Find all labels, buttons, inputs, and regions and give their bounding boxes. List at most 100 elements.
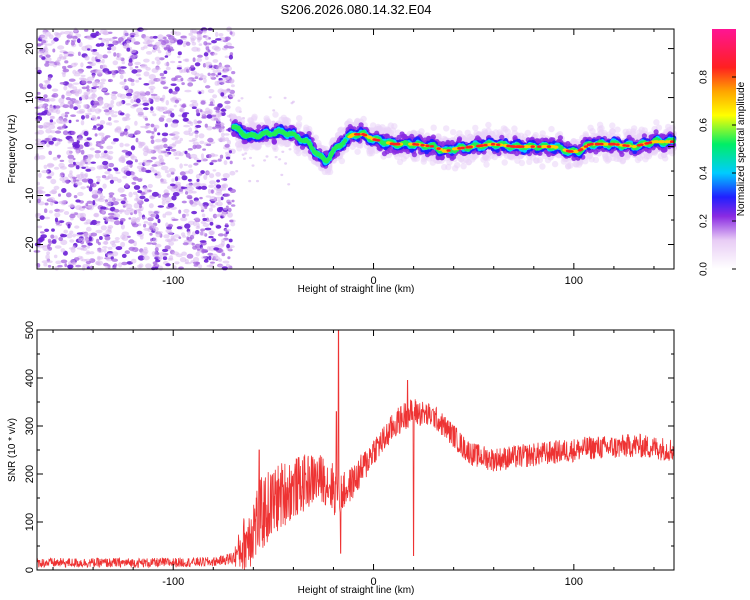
noise-point xyxy=(111,72,116,76)
noise-point xyxy=(154,138,162,143)
noise-point xyxy=(223,160,228,166)
noise-point xyxy=(190,64,195,69)
noise-point xyxy=(163,70,168,74)
noise-point xyxy=(89,107,96,113)
noise-point xyxy=(185,41,191,46)
noise-point xyxy=(210,159,218,163)
noise-point xyxy=(71,130,75,136)
noise-point xyxy=(179,171,186,176)
noise-point xyxy=(178,191,184,194)
noise-point xyxy=(189,103,195,107)
noise-point xyxy=(196,57,202,63)
noise-point xyxy=(86,185,90,189)
noise-point xyxy=(183,130,191,136)
noise-point xyxy=(97,242,101,246)
noise-point xyxy=(159,72,165,77)
noise-point xyxy=(76,38,81,44)
noise-point xyxy=(220,241,225,246)
noise-point xyxy=(63,229,68,234)
noise-point xyxy=(128,239,135,244)
noise-point xyxy=(51,39,55,45)
noise-point xyxy=(43,262,48,267)
noise-point xyxy=(209,196,217,202)
noise-point xyxy=(85,202,89,207)
noise-point xyxy=(40,231,45,234)
noise-point xyxy=(140,63,148,67)
ridge-point xyxy=(539,163,546,170)
noise-point xyxy=(216,179,221,183)
noise-point xyxy=(96,248,104,253)
noise-point xyxy=(69,170,73,175)
noise-point xyxy=(188,32,193,36)
noise-point xyxy=(95,59,101,62)
noise-point xyxy=(48,60,55,67)
noise-point xyxy=(107,246,113,250)
noise-point xyxy=(132,54,139,58)
noise-point xyxy=(223,207,228,211)
noise-point xyxy=(110,93,116,96)
noise-point xyxy=(196,159,202,163)
noise-point xyxy=(138,144,143,149)
noise-point xyxy=(158,265,163,271)
ridge-point xyxy=(381,151,388,157)
noise-point xyxy=(134,159,138,163)
noise-point xyxy=(203,259,209,263)
noise-point xyxy=(171,91,178,95)
ridge-point xyxy=(358,122,364,128)
noise-point xyxy=(136,165,143,170)
noise-point xyxy=(47,124,56,130)
noise-point xyxy=(120,241,126,248)
noise-point xyxy=(226,243,231,249)
noise-point xyxy=(181,82,185,86)
noise-point xyxy=(181,251,188,256)
noise-point xyxy=(212,94,218,99)
noise-point xyxy=(209,263,214,268)
noise-point xyxy=(40,42,44,46)
noise-point xyxy=(63,85,68,91)
noise-point xyxy=(174,176,179,182)
noise-point xyxy=(86,226,92,232)
noise-point xyxy=(217,64,223,70)
noise-point xyxy=(205,46,210,51)
noise-point xyxy=(80,186,86,190)
noise-point xyxy=(87,48,91,51)
noise-point xyxy=(167,231,174,235)
noise-point xyxy=(187,82,194,87)
noise-point xyxy=(221,178,227,181)
noise-point xyxy=(211,40,217,44)
noise-point xyxy=(176,67,182,70)
noise-point xyxy=(219,154,224,159)
noise-point xyxy=(58,97,65,104)
noise-point xyxy=(151,164,158,167)
noise-point xyxy=(90,93,97,99)
noise-point xyxy=(171,195,177,201)
noise-point xyxy=(186,236,190,241)
noise-point xyxy=(187,190,193,194)
noise-point xyxy=(76,213,84,219)
noise-point xyxy=(75,119,79,122)
noise-point xyxy=(215,172,221,177)
noise-point xyxy=(143,71,150,77)
noise-point xyxy=(195,230,200,235)
noise-point xyxy=(72,233,76,238)
noise-point xyxy=(140,191,146,195)
ridge-point xyxy=(452,165,459,172)
noise-point xyxy=(206,125,213,131)
ridge-point xyxy=(253,144,260,151)
noise-point xyxy=(91,51,100,56)
noise-point xyxy=(60,234,68,238)
noise-point xyxy=(132,104,139,107)
noise-point xyxy=(101,175,107,179)
noise-point xyxy=(128,217,132,220)
noise-point xyxy=(179,163,183,169)
noise-point xyxy=(125,103,132,106)
noise-point xyxy=(183,163,188,167)
noise-point xyxy=(135,98,141,104)
noise-point xyxy=(187,196,193,199)
noise-point xyxy=(196,33,202,37)
noise-point xyxy=(90,161,97,164)
noise-point xyxy=(178,236,182,239)
noise-point xyxy=(95,175,101,179)
noise-point xyxy=(190,99,198,103)
noise-point xyxy=(227,201,232,205)
